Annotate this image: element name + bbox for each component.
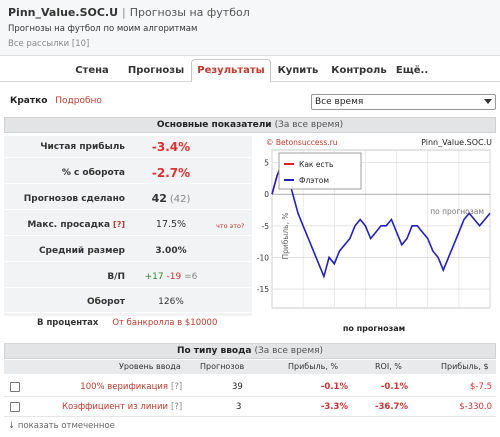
bankroll-note: От банкролла в $10000 xyxy=(112,318,218,328)
draws-count: =6 xyxy=(184,272,198,282)
page-header: Pinn_Value.SOC.U | Прогнозы на футбол Прог… xyxy=(0,0,500,56)
legend-label-1: Флэтом xyxy=(299,176,329,185)
y-tick-label: 0 xyxy=(264,190,269,199)
row-profit-usd: $-330.0 xyxy=(459,402,492,412)
stat-label: Прогнозов сделано xyxy=(23,194,125,204)
tab-more[interactable]: Ещё.. xyxy=(395,65,429,76)
col-roi: ROI, % xyxy=(375,362,402,371)
legend-box xyxy=(278,152,362,190)
stats-panel: Чистая прибыль -3.4% % с оборота -2.7% П… xyxy=(4,136,252,316)
title-separator: | xyxy=(122,6,126,19)
row-help-link[interactable]: [?] xyxy=(171,402,183,412)
type-panel-note: (За все время) xyxy=(254,346,324,356)
y-tick-label: 5 xyxy=(264,159,269,168)
drawdown-label: Макс. просадка xyxy=(27,220,111,230)
wins-count: +17 xyxy=(144,272,164,282)
view-detailed-link[interactable]: Подробно xyxy=(55,96,102,106)
row-roi: -36.7% xyxy=(374,402,408,412)
row-help-link[interactable]: [?] xyxy=(171,382,183,392)
y-axis-label: Прибыль, % xyxy=(281,213,290,260)
drawdown-what-is-link[interactable]: что это? xyxy=(216,222,245,230)
col-level: Уровень ввода xyxy=(119,362,181,371)
stat-label: Макс. просадка [?] xyxy=(27,214,125,236)
tab-predictions[interactable]: Прогнозы xyxy=(127,65,185,76)
subscriptions-link[interactable]: Все рассылки [10] xyxy=(8,39,90,49)
stat-row-wdl: В/П +17 -19 =6 xyxy=(4,266,252,288)
percent-label: В процентах xyxy=(37,318,99,328)
row-picks: 39 xyxy=(232,382,243,392)
col-profit-usd: Прибыль, $ xyxy=(441,362,489,371)
legend-label-0: Как есть xyxy=(299,160,333,169)
losses-count: -19 xyxy=(166,272,182,282)
stat-row-picks: Прогнозов сделано 42 (42) xyxy=(4,188,252,210)
picks-total: (42) xyxy=(169,194,191,205)
stat-value-avg-size: 3.00% xyxy=(155,246,187,256)
row-profit-usd: $-7.5 xyxy=(470,382,492,392)
drawdown-help-link[interactable]: [?] xyxy=(113,220,125,229)
stat-value-picks: 42 (42) xyxy=(126,188,216,211)
col-picks: Прогнозов xyxy=(200,362,245,371)
stat-value-turnover: -2.7% xyxy=(151,166,191,180)
stat-row-profit: Чистая прибыль -3.4% xyxy=(4,136,252,158)
chart-watermark: © Betonsuccess.ru xyxy=(266,138,338,147)
picks-count: 42 xyxy=(151,192,167,205)
view-brief[interactable]: Кратко xyxy=(10,96,48,106)
section-title[interactable]: Прогнозы на футбол xyxy=(129,6,250,19)
show-marked-link[interactable]: ↓ показать отмеченное xyxy=(8,421,115,431)
title-line: Pinn_Value.SOC.U | Прогнозы на футбол xyxy=(8,6,250,19)
main-stats-note: (За все время) xyxy=(274,120,344,130)
chart-inner-label: по прогнозам xyxy=(430,207,484,216)
x-axis-label: по прогнозам xyxy=(343,324,405,333)
row-profit-pct: -3.3% xyxy=(320,402,348,412)
tab-wall[interactable]: Стена xyxy=(75,65,109,76)
row-checkbox[interactable] xyxy=(10,382,20,392)
chart-title: Pinn_Value.SOC.U xyxy=(421,138,492,147)
y-tick-label: -10 xyxy=(257,253,269,262)
stat-row-turnover: % с оборота -2.7% xyxy=(4,162,252,184)
stat-row-avg-size: Средний размер 3.00% xyxy=(4,240,252,262)
page-description: Прогнозы на футбол по моим алгоритмам xyxy=(8,24,198,34)
table-header: Уровень ввода Прогнозов Прибыль, % ROI, … xyxy=(4,360,496,374)
col-profit-pct: Прибыль, % xyxy=(288,362,339,371)
stat-value-wdl: +17 -19 =6 xyxy=(126,266,216,288)
chevron-down-icon xyxy=(484,99,492,104)
period-select[interactable]: Все время xyxy=(311,94,496,110)
main-stats-title: Основные показатели xyxy=(156,120,272,130)
type-panel-title: По типу ввода xyxy=(176,346,252,356)
row-level[interactable]: Коэффициент из линии xyxy=(61,402,168,412)
tab-bar: Стена Прогнозы Результаты Купить Контрол… xyxy=(0,58,500,83)
page-title[interactable]: Pinn_Value.SOC.U xyxy=(8,6,119,19)
period-selected-value: Все время xyxy=(315,97,364,107)
row-level[interactable]: 100% верификация xyxy=(80,382,168,392)
percent-line: В процентах От банкролла в $10000 xyxy=(37,318,217,328)
profit-chart-svg: 5 0 -5 -10 -15 © Betonsuccess.ru Pinn_Value.SO… xyxy=(257,138,492,333)
stat-label: Чистая прибыль xyxy=(40,142,125,152)
table-row: 100% верификация [?] 39 -0.1% -0.1% $-7.… xyxy=(4,378,496,397)
tab-results[interactable]: Результаты xyxy=(191,59,271,83)
stat-label: Средний размер xyxy=(38,246,125,256)
stat-row-drawdown: Макс. просадка [?] 17.5% что это? xyxy=(4,214,252,236)
stat-label: % с оборота xyxy=(61,168,125,178)
table-row: Коэффициент из линии [?] 3 -3.3% -36.7% … xyxy=(4,398,496,417)
stat-value-profit: -3.4% xyxy=(151,140,191,154)
stat-row-turnover-total: Оборот 126% xyxy=(4,291,252,313)
row-profit-pct: -0.1% xyxy=(320,382,348,392)
stat-label: Оборот xyxy=(87,297,125,307)
row-roi: -0.1% xyxy=(380,382,408,392)
profit-chart: 5 0 -5 -10 -15 © Betonsuccess.ru Pinn_Value.SO… xyxy=(252,136,496,336)
row-picks: 3 xyxy=(236,402,242,412)
tab-buy[interactable]: Купить xyxy=(277,65,319,76)
main-stats-header: Основные показатели (За все время) xyxy=(4,117,496,133)
stat-label: В/П xyxy=(107,272,125,282)
stat-value-turnover-total: 126% xyxy=(158,297,184,307)
series-line-1 xyxy=(271,160,491,279)
y-tick-label: -15 xyxy=(257,285,269,294)
stat-value-drawdown: 17.5% xyxy=(155,219,187,230)
y-tick-label: -5 xyxy=(262,222,270,231)
tab-control[interactable]: Контроль xyxy=(331,65,387,76)
view-toggle: Кратко Подробно xyxy=(10,96,102,106)
row-checkbox[interactable] xyxy=(10,402,20,412)
type-panel-header: По типу ввода (За все время) xyxy=(4,343,496,359)
